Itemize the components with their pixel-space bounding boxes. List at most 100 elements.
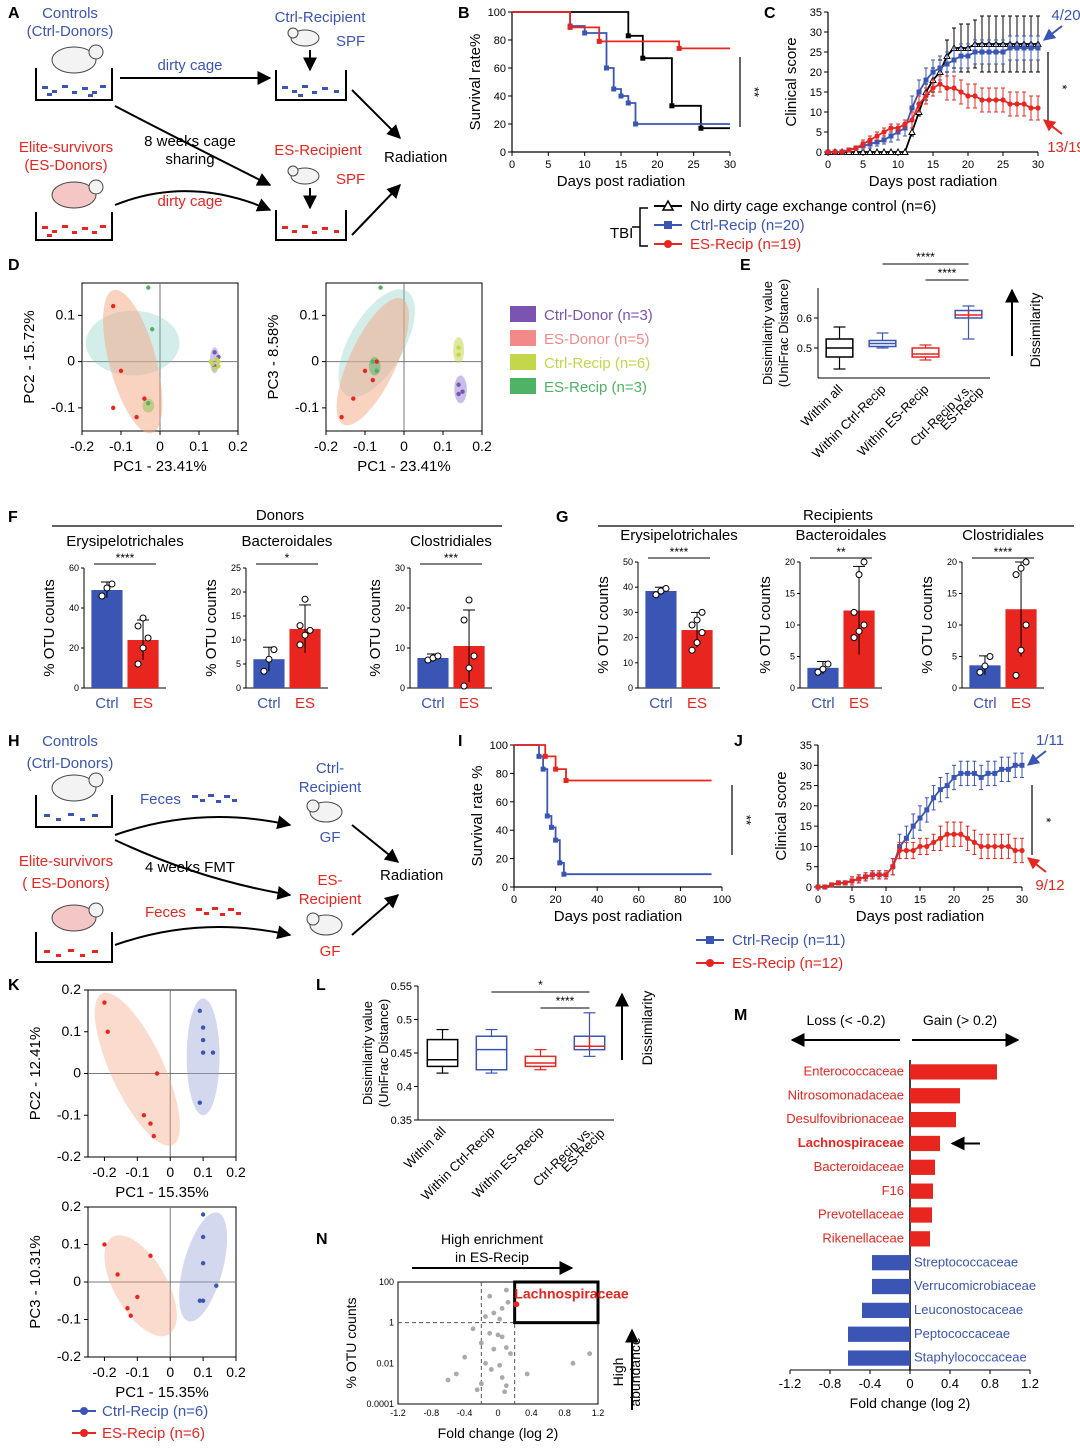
data-point — [339, 414, 344, 420]
data-point — [474, 1387, 480, 1393]
dissimilarity-arrow-e: Dissimilarity — [1005, 288, 1043, 367]
data-point — [456, 352, 461, 357]
x-axis-label: Days post radiation — [856, 908, 984, 925]
data-point — [890, 864, 896, 870]
data-point — [135, 1294, 140, 1300]
data-point — [874, 133, 880, 139]
data-point — [1035, 105, 1041, 111]
bar — [645, 590, 677, 688]
y-tick-label: 25 — [231, 563, 241, 573]
dissimilarity-label-l: Dissimilarity — [639, 991, 655, 1066]
x-axis-label: Days post radiation — [554, 908, 682, 925]
x-axis-label: Fold change (log 2) — [850, 1395, 971, 1411]
legend-marker — [706, 959, 714, 967]
y-axis-label: Clinical score — [783, 37, 800, 126]
censor-mark — [540, 766, 546, 772]
bar — [910, 1135, 940, 1152]
dissimilarity-arrow-l: Dissimilarity — [615, 991, 655, 1066]
significance-label: ** — [836, 545, 846, 559]
data-point — [1019, 847, 1025, 854]
data-point — [1007, 101, 1013, 107]
data-point — [456, 391, 461, 397]
data-point — [306, 626, 314, 634]
y-tick-label: 50 — [623, 557, 633, 567]
y-tick-label: 0.4 — [397, 1082, 412, 1094]
data-point — [825, 149, 831, 155]
legend-label: ES-Recip (n=3) — [544, 379, 647, 396]
data-point — [866, 147, 874, 155]
data-point — [139, 614, 147, 622]
censor-mark — [596, 38, 602, 44]
data-point — [1014, 45, 1020, 51]
data-point — [895, 125, 901, 131]
x-tick-label: -0.1 — [125, 1364, 149, 1380]
x-axis-label: Fold change (log 2) — [438, 1425, 559, 1441]
x-tick-label: 0 — [509, 159, 515, 171]
data-point — [824, 660, 832, 668]
panel-letter-d: D — [8, 257, 20, 274]
gf-mouse-icon-1 — [306, 799, 343, 823]
legend-label: ES-Recip (n=6) — [102, 1425, 205, 1442]
y-tick-label: 40 — [494, 91, 506, 103]
data-point — [499, 1375, 505, 1380]
data-point — [491, 1346, 497, 1352]
data-point — [951, 85, 957, 91]
h-es-donor-label-1: Elite-survivors — [19, 853, 113, 870]
category-label: Nitrosomonadaceae — [788, 1087, 904, 1102]
bar — [872, 1278, 910, 1295]
data-point — [103, 584, 111, 592]
data-point — [212, 366, 217, 371]
y-tick-label: 0.1 — [56, 306, 76, 322]
y-axis-label: % OTU counts — [367, 579, 384, 677]
y-tick-label: 0.2 — [62, 981, 82, 997]
plot-frame — [397, 1281, 599, 1405]
y-tick-label: 0.5 — [797, 343, 812, 355]
y-tick-label: 5 — [236, 659, 241, 669]
legend-swatch — [510, 306, 536, 322]
data-point — [478, 1381, 484, 1387]
data-point — [944, 831, 950, 837]
x-tick-label: 0 — [400, 438, 408, 454]
data-point — [860, 621, 868, 629]
data-point — [992, 770, 998, 776]
data-point — [867, 137, 873, 143]
x-tick-label: 0 — [511, 894, 517, 906]
data-point — [931, 839, 937, 845]
chart-title: Bacteroidales — [796, 527, 887, 544]
data-point — [502, 1389, 508, 1395]
data-point — [930, 69, 936, 75]
data-point — [488, 1367, 494, 1372]
group-ellipse — [94, 992, 180, 1146]
annotation-label: 1/11 — [1036, 732, 1064, 749]
data-point — [839, 149, 845, 155]
data-point — [456, 382, 461, 387]
y-tick-label: 5 — [816, 127, 822, 139]
group-ellipse — [104, 1235, 177, 1337]
category-label: Ctrl — [257, 695, 280, 712]
data-point — [150, 327, 155, 332]
x-tick-label: -0.1 — [109, 438, 133, 454]
y-tick-label: 5 — [806, 862, 812, 874]
data-point — [214, 1283, 219, 1288]
category-label: Rikenellaceae — [822, 1230, 904, 1245]
gf-label-2: GF — [320, 943, 341, 960]
data-point — [374, 359, 379, 364]
data-point — [1012, 762, 1018, 768]
feces-pellets-es — [196, 907, 241, 916]
panel-letter-a: A — [8, 5, 20, 22]
panel-letter-b: B — [458, 5, 470, 22]
data-point — [108, 580, 116, 588]
category-label: Verrucomicrobiaceae — [914, 1278, 1036, 1293]
data-point — [378, 285, 383, 290]
group-ellipse — [453, 337, 465, 364]
h-ctrl-donor-label-1: Controls — [42, 733, 98, 750]
censor-mark — [676, 45, 682, 51]
significance-label: * — [1055, 84, 1070, 89]
data-point — [979, 49, 985, 55]
censor-mark — [567, 24, 573, 30]
chart-title: Clostridiales — [410, 533, 492, 550]
data-point — [894, 147, 902, 155]
x-tick-label: 0 — [825, 159, 831, 171]
data-point — [958, 89, 964, 95]
censor-mark — [557, 860, 563, 866]
